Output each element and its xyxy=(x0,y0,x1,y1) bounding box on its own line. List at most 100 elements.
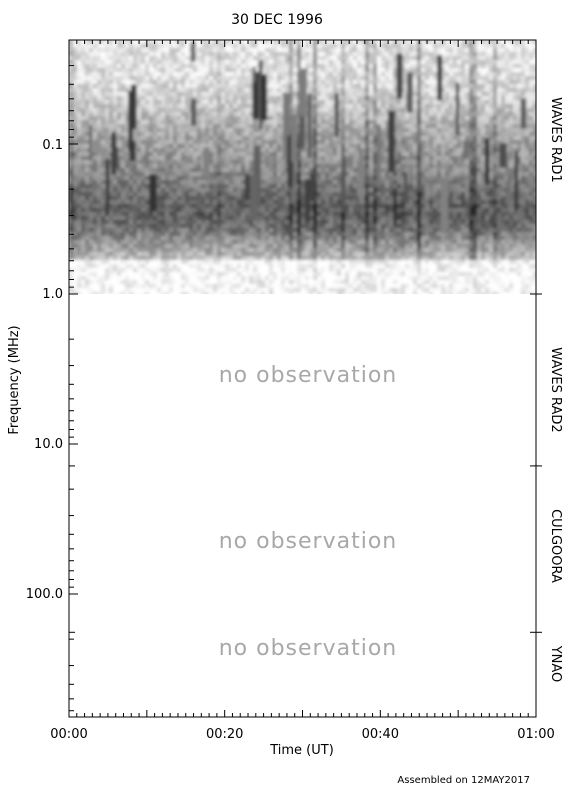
heatmap-cell xyxy=(329,80,334,85)
heatmap-cell xyxy=(161,80,166,85)
heatmap-cell xyxy=(237,72,242,77)
heatmap-cell xyxy=(369,84,374,89)
heatmap-cell xyxy=(141,88,146,93)
heatmap-cell xyxy=(301,288,306,293)
heatmap-cell xyxy=(349,144,354,149)
heatmap-cell xyxy=(141,72,146,77)
heatmap-cell xyxy=(161,236,166,241)
heatmap-cell xyxy=(345,144,350,149)
heatmap-cell xyxy=(373,228,378,233)
heatmap-cell xyxy=(157,208,162,213)
heatmap-cell xyxy=(193,152,198,157)
heatmap-cell xyxy=(329,76,334,81)
heatmap-cell xyxy=(101,184,106,189)
heatmap-cell xyxy=(273,88,278,93)
heatmap-cell xyxy=(241,144,246,149)
heatmap-cell xyxy=(265,108,270,113)
heatmap-cell xyxy=(349,136,354,141)
heatmap-cell xyxy=(89,68,94,73)
heatmap-cell xyxy=(217,104,222,109)
heatmap-cell xyxy=(373,164,378,169)
heatmap-cell xyxy=(369,144,374,149)
heatmap-cell xyxy=(153,40,158,45)
heatmap-cell xyxy=(345,136,350,141)
heatmap-cell xyxy=(277,148,282,153)
heatmap-cell xyxy=(181,116,186,121)
heatmap-cell xyxy=(109,188,114,193)
heatmap-cell xyxy=(289,252,294,257)
heatmap-cell xyxy=(173,132,178,137)
heatmap-cell xyxy=(161,168,166,173)
heatmap-cell xyxy=(85,104,90,109)
heatmap-cell xyxy=(213,140,218,145)
heatmap-cell xyxy=(81,176,86,181)
heatmap-cell xyxy=(85,156,90,161)
heatmap-cell xyxy=(341,44,346,49)
heatmap-cell xyxy=(241,244,246,249)
heatmap-cell xyxy=(377,96,382,101)
heatmap-cell xyxy=(117,144,122,149)
heatmap-cell xyxy=(81,136,86,141)
heatmap-cell xyxy=(277,236,282,241)
heatmap-cell xyxy=(369,164,374,169)
heatmap-cell xyxy=(197,236,202,241)
heatmap-cell xyxy=(85,136,90,141)
heatmap-cell xyxy=(373,264,378,269)
heatmap-cell xyxy=(325,288,330,293)
heatmap-cell xyxy=(85,64,90,69)
heatmap-cell xyxy=(201,92,206,97)
heatmap-cell xyxy=(209,124,214,129)
rad1-heatmap xyxy=(69,40,536,294)
heatmap-cell xyxy=(213,248,218,253)
heatmap-cell xyxy=(309,252,314,257)
heatmap-cell xyxy=(69,176,74,181)
heatmap-cell xyxy=(313,144,318,149)
heatmap-cell xyxy=(241,104,246,109)
heatmap-cell xyxy=(69,272,74,277)
heatmap-cell xyxy=(97,168,102,173)
heatmap-cell xyxy=(109,216,114,221)
heatmap-cell xyxy=(325,64,330,69)
heatmap-cell xyxy=(253,64,258,69)
heatmap-cell xyxy=(357,260,362,265)
heatmap-cell xyxy=(349,172,354,177)
heatmap-cell xyxy=(285,52,290,57)
heatmap-cell xyxy=(213,196,218,201)
heatmap-cell xyxy=(145,168,150,173)
heatmap-cell xyxy=(153,248,158,253)
heatmap-cell xyxy=(353,76,358,81)
heatmap-cell xyxy=(205,192,210,197)
heatmap-cell xyxy=(269,180,274,185)
heatmap-cell xyxy=(97,224,102,229)
heatmap-cell xyxy=(93,204,98,209)
heatmap-cell xyxy=(233,228,238,233)
heatmap-cell xyxy=(169,156,174,161)
heatmap-cell xyxy=(273,188,278,193)
heatmap-cell xyxy=(77,48,82,53)
heatmap-cell xyxy=(365,148,370,153)
heatmap-cell xyxy=(173,192,178,197)
heatmap-cell xyxy=(117,168,122,173)
heatmap-cell xyxy=(249,116,254,121)
heatmap-cell xyxy=(325,44,330,49)
heatmap-cell xyxy=(97,176,102,181)
heatmap-cell xyxy=(77,164,82,169)
heatmap-cell xyxy=(361,84,366,89)
heatmap-cell xyxy=(93,84,98,89)
heatmap-cell xyxy=(109,280,114,285)
heatmap-cell xyxy=(369,64,374,69)
heatmap-cell xyxy=(185,232,190,237)
heatmap-cell xyxy=(349,260,354,265)
heatmap-cell xyxy=(197,56,202,61)
heatmap-cell xyxy=(273,124,278,129)
heatmap-cell xyxy=(205,272,210,277)
heatmap-cell xyxy=(97,220,102,225)
heatmap-cell xyxy=(277,232,282,237)
heatmap-cell xyxy=(317,208,322,213)
heatmap-cell xyxy=(89,248,94,253)
heatmap-cell xyxy=(321,172,326,177)
heatmap-cell xyxy=(325,112,330,117)
heatmap-cell xyxy=(113,188,118,193)
heatmap-cell xyxy=(121,60,126,65)
heatmap-cell xyxy=(377,76,382,81)
